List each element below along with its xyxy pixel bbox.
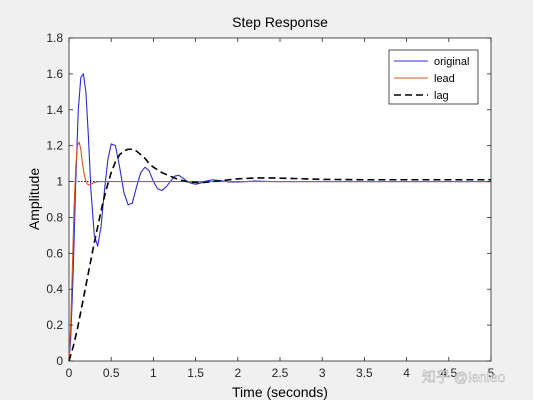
x-tick-label: 4.5 — [440, 366, 457, 380]
y-tick-label: 1 — [56, 175, 63, 189]
x-tick-label: 3 — [319, 366, 326, 380]
y-tick-label: 1.8 — [46, 31, 63, 45]
x-tick-label: 5 — [488, 366, 495, 380]
y-tick-label: 0.6 — [46, 246, 63, 260]
y-axis-ticks: 0 0.2 0.4 0.6 0.8 1 1.2 1.4 1.6 1.8 — [46, 31, 491, 368]
y-tick-label: 0.4 — [46, 282, 63, 296]
y-tick-label: 1.4 — [46, 103, 63, 117]
series-line-lag — [68, 148, 491, 362]
x-tick-label: 3.5 — [356, 366, 373, 380]
legend: original lead lag — [388, 49, 479, 105]
x-tick-label: 4 — [403, 366, 410, 380]
series-line-lead — [68, 141, 491, 362]
x-tick-label: 1 — [150, 366, 157, 380]
y-tick-label: 0.8 — [46, 210, 63, 224]
x-tick-label: 1.5 — [187, 366, 204, 380]
legend-entries: original lead lag — [394, 56, 469, 102]
y-tick-label: 0 — [56, 354, 63, 368]
series-layer — [68, 73, 491, 362]
x-tick-label: 0.5 — [103, 366, 120, 380]
x-tick-label: 2.5 — [272, 366, 289, 380]
legend-label-original: original — [434, 56, 469, 68]
x-tick-label: 2 — [234, 366, 241, 380]
legend-label-lag: lag — [434, 90, 449, 102]
x-axis-label: Time (seconds) — [232, 384, 328, 400]
x-axis-ticks: 0 0.5 1 1.5 2 2.5 3 3.5 4 4.5 5 — [66, 38, 495, 380]
y-axis-label: Amplitude — [26, 168, 42, 230]
watermark-text: 知乎 @lenleo — [422, 369, 506, 385]
legend-label-lead: lead — [434, 73, 455, 85]
y-tick-label: 0.2 — [46, 318, 63, 332]
y-tick-label: 1.2 — [46, 139, 63, 153]
legend-box — [388, 49, 479, 105]
y-tick-label: 1.6 — [46, 67, 63, 81]
x-tick-label: 0 — [66, 366, 73, 380]
chart-title: Step Response — [232, 14, 328, 30]
